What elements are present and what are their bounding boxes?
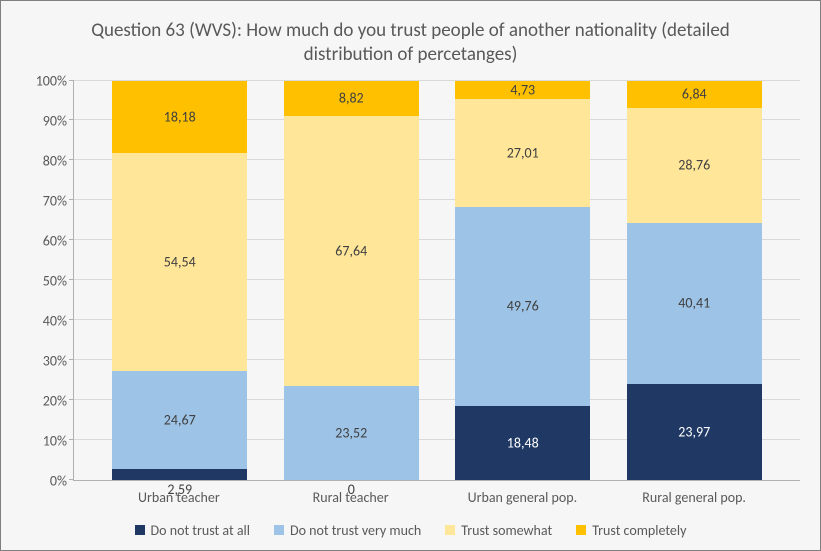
- bar-value-label: 54,54: [164, 253, 196, 270]
- bar-value-label: 4,73: [510, 81, 535, 98]
- bar-segment: 8,82: [284, 81, 419, 116]
- bar-value-label: 67,64: [335, 242, 367, 259]
- y-tick-label: 60%: [21, 232, 67, 249]
- bar-value-label: 6,84: [682, 86, 707, 103]
- y-tick-label: 80%: [21, 152, 67, 169]
- stacked-bar: 23,97 40,41 28,76 6,84: [627, 81, 762, 480]
- y-tick-label: 0%: [21, 472, 67, 489]
- bar-segment: 2,59: [112, 469, 247, 479]
- legend-item: Do not trust very much: [274, 522, 421, 539]
- legend-label: Trust somewhat: [461, 522, 552, 539]
- legend-item: Do not trust at all: [135, 522, 250, 539]
- stacked-bar: 023,5267,648,82: [284, 81, 419, 480]
- bar-group: 23,97 40,41 28,76 6,84: [627, 81, 762, 480]
- bar-group: 2,59 24,67 54,54 18,18: [112, 81, 247, 480]
- legend-swatch: [576, 525, 586, 535]
- y-tick-label: 10%: [21, 432, 67, 449]
- legend-item: Trust somewhat: [445, 522, 552, 539]
- bar-group: 18,48 49,76 27,01 4,73: [455, 81, 590, 480]
- bar-group: 023,5267,648,82: [284, 81, 419, 480]
- bar-value-label: 27,01: [507, 145, 539, 162]
- bar-value-label: 24,67: [164, 411, 196, 428]
- y-tick-label: 20%: [21, 392, 67, 409]
- bar-value-label: 23,52: [335, 424, 367, 441]
- bar-value-label: 2,59: [167, 481, 192, 498]
- y-tick-label: 30%: [21, 352, 67, 369]
- bar-value-label: 49,76: [507, 298, 539, 315]
- bar-value-label: 18,48: [507, 434, 539, 451]
- bar-segment: 18,18: [112, 81, 247, 154]
- bar-value-label: 28,76: [678, 157, 710, 174]
- bar-segment: 27,01: [455, 99, 590, 207]
- bar-value-label: 8,82: [339, 90, 364, 107]
- chart-title: Question 63 (WVS): How much do you trust…: [61, 19, 760, 67]
- x-category-label: Urban general pop.: [455, 489, 590, 506]
- x-category-label: Rural general pop.: [627, 489, 762, 506]
- legend-label: Do not trust very much: [290, 522, 421, 539]
- legend: Do not trust at all Do not trust very muc…: [21, 522, 800, 539]
- bar-segment: 40,41: [627, 223, 762, 384]
- bar-value-label: 18,18: [164, 108, 196, 125]
- bar-segment: 23,52: [284, 386, 419, 480]
- bar-segment: 67,64: [284, 116, 419, 386]
- y-axis: 0%10%20%30%40%50%60%70%80%90%100%: [21, 81, 73, 481]
- y-tick-label: 100%: [21, 72, 67, 89]
- chart-container: Question 63 (WVS): How much do you trust…: [0, 0, 821, 551]
- legend-label: Do not trust at all: [151, 522, 250, 539]
- bar-segment: 24,67: [112, 371, 247, 469]
- bar-value-label: 23,97: [678, 423, 710, 440]
- stacked-bar: 2,59 24,67 54,54 18,18: [112, 81, 247, 480]
- legend-swatch: [135, 525, 145, 535]
- bar-segment: 6,84: [627, 81, 762, 108]
- legend-swatch: [274, 525, 284, 535]
- stacked-bar: 18,48 49,76 27,01 4,73: [455, 81, 590, 480]
- bar-segment: 23,97: [627, 384, 762, 480]
- bar-value-label: 40,41: [678, 295, 710, 312]
- y-tick-label: 90%: [21, 112, 67, 129]
- bar-segment: 4,73: [455, 81, 590, 100]
- legend-item: Trust completely: [576, 522, 686, 539]
- bar-segment: 49,76: [455, 207, 590, 406]
- legend-swatch: [445, 525, 455, 535]
- y-tick-label: 50%: [21, 272, 67, 289]
- bar-segment: 28,76: [627, 108, 762, 223]
- plot-area: 0%10%20%30%40%50%60%70%80%90%100% 2,5924…: [21, 81, 800, 481]
- y-tick-label: 40%: [21, 312, 67, 329]
- plot: 2,5924,6754,5418,18023,5267,648,8218,484…: [73, 81, 800, 481]
- legend-label: Trust completely: [592, 522, 686, 539]
- bar-value-label: 0: [348, 481, 355, 498]
- bar-segment: 54,54: [112, 153, 247, 371]
- bar-segment: 18,48: [455, 406, 590, 480]
- y-tick-label: 70%: [21, 192, 67, 209]
